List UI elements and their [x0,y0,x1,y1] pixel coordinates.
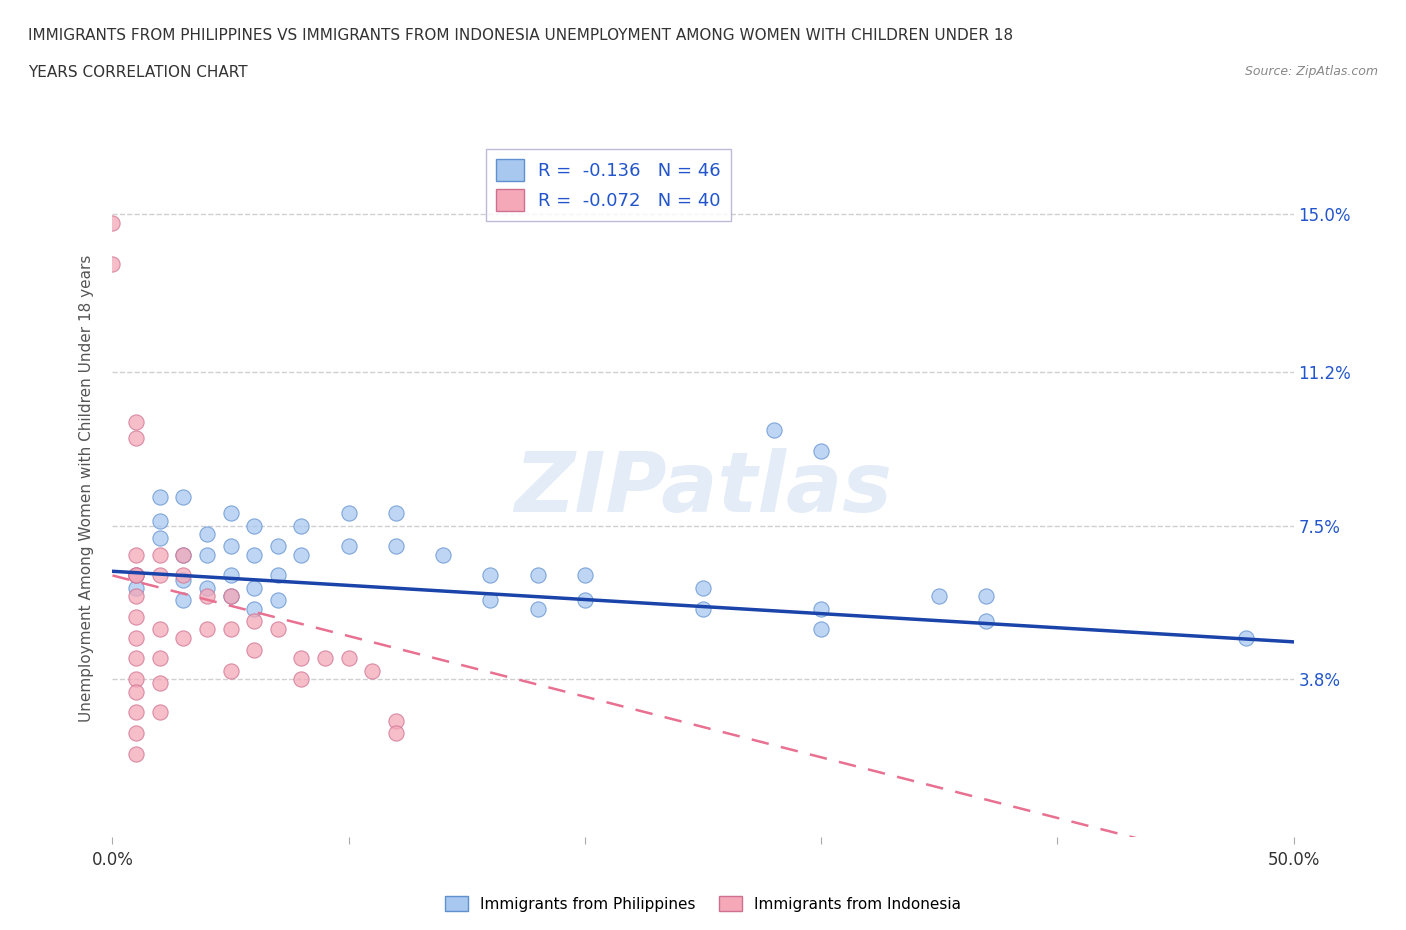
Point [290,547,312,562]
Point [243,601,266,616]
Point [125,684,148,699]
Point [479,593,502,608]
Point [125,747,148,762]
Point [267,568,290,583]
Point [976,589,998,604]
Point [125,705,148,720]
Point [125,568,148,583]
Point [149,651,172,666]
Point [810,622,832,637]
Point [195,526,218,541]
Point [267,593,290,608]
Point [243,614,266,629]
Point [479,568,502,583]
Point [219,589,242,604]
Point [149,547,172,562]
Text: Source: ZipAtlas.com: Source: ZipAtlas.com [1244,65,1378,78]
Point [125,568,148,583]
Point [172,593,194,608]
Text: ZIPatlas: ZIPatlas [515,447,891,529]
Point [243,547,266,562]
Point [172,631,194,645]
Point [149,531,172,546]
Point [337,651,360,666]
Point [290,671,312,686]
Point [125,431,148,445]
Point [267,622,290,637]
Point [361,663,384,678]
Point [337,539,360,554]
Text: YEARS CORRELATION CHART: YEARS CORRELATION CHART [28,65,247,80]
Point [149,514,172,529]
Point [219,539,242,554]
Point [125,631,148,645]
Point [810,601,832,616]
Point [125,671,148,686]
Point [692,580,714,595]
Point [125,609,148,624]
Point [125,651,148,666]
Point [125,547,148,562]
Point [195,580,218,595]
Point [101,257,124,272]
Point [149,489,172,504]
Point [385,725,408,740]
Point [101,215,124,230]
Point [976,614,998,629]
Point [149,676,172,691]
Point [125,589,148,604]
Point [219,506,242,521]
Point [243,643,266,658]
Point [172,547,194,562]
Point [385,713,408,728]
Legend: R =  -0.136   N = 46, R =  -0.072   N = 40: R = -0.136 N = 46, R = -0.072 N = 40 [485,149,731,221]
Point [195,589,218,604]
Point [928,589,950,604]
Point [290,651,312,666]
Point [290,518,312,533]
Point [125,725,148,740]
Point [219,568,242,583]
Point [337,506,360,521]
Point [243,580,266,595]
Point [526,568,548,583]
Point [149,622,172,637]
Point [195,547,218,562]
Point [172,547,194,562]
Point [762,422,785,438]
Point [574,593,596,608]
Point [172,572,194,587]
Text: IMMIGRANTS FROM PHILIPPINES VS IMMIGRANTS FROM INDONESIA UNEMPLOYMENT AMONG WOME: IMMIGRANTS FROM PHILIPPINES VS IMMIGRANT… [28,28,1014,43]
Point [149,568,172,583]
Point [195,622,218,637]
Point [125,415,148,430]
Point [385,506,408,521]
Point [243,518,266,533]
Point [219,622,242,637]
Point [219,663,242,678]
Point [314,651,336,666]
Point [125,580,148,595]
Legend: Immigrants from Philippines, Immigrants from Indonesia: Immigrants from Philippines, Immigrants … [439,889,967,918]
Point [125,568,148,583]
Point [526,601,548,616]
Point [219,589,242,604]
Point [432,547,454,562]
Point [692,601,714,616]
Point [172,489,194,504]
Point [172,568,194,583]
Point [385,539,408,554]
Y-axis label: Unemployment Among Women with Children Under 18 years: Unemployment Among Women with Children U… [79,255,94,722]
Point [149,705,172,720]
Point [267,539,290,554]
Point [574,568,596,583]
Point [810,444,832,458]
Point [1234,631,1257,645]
